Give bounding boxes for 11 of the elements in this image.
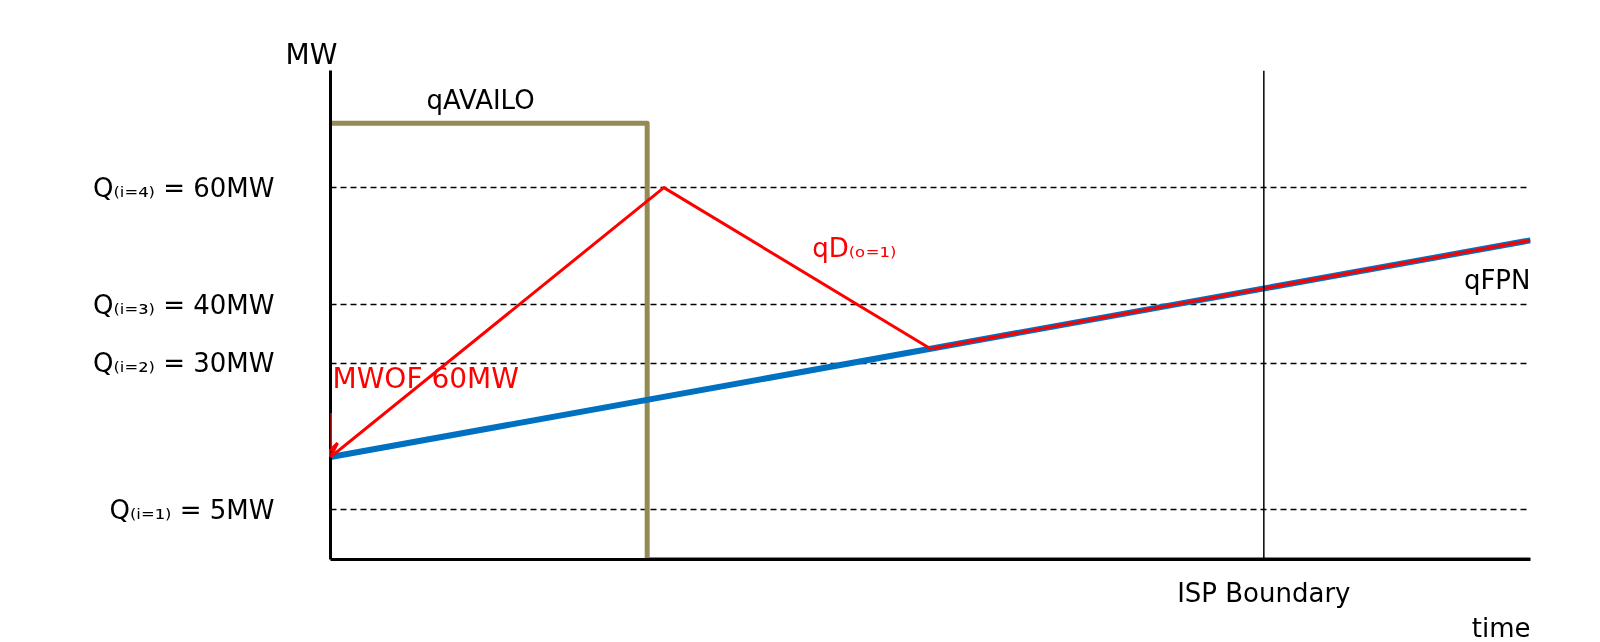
y-tick-label: Q₍ᵢ₌₁₎ = 5MW (109, 494, 275, 525)
y-tick-label: Q₍ᵢ₌₄₎ = 60MW (92, 172, 275, 203)
y-tick-label: Q₍ᵢ₌₂₎ = 30MW (92, 348, 275, 379)
series-label: qD₍ₒ₌₁₎ (812, 233, 897, 264)
series-label: qFPN (1463, 265, 1531, 296)
x-tick-label: ISP Boundary (1177, 577, 1351, 608)
series-label: qAVAILO (426, 85, 535, 116)
y-tick-label: Q₍ᵢ₌₃₎ = 40MW (92, 289, 275, 320)
y-axis-title: MW (285, 37, 338, 71)
x-axis-title: time (1471, 612, 1531, 642)
annotation: MWOF 60MW (332, 362, 519, 396)
